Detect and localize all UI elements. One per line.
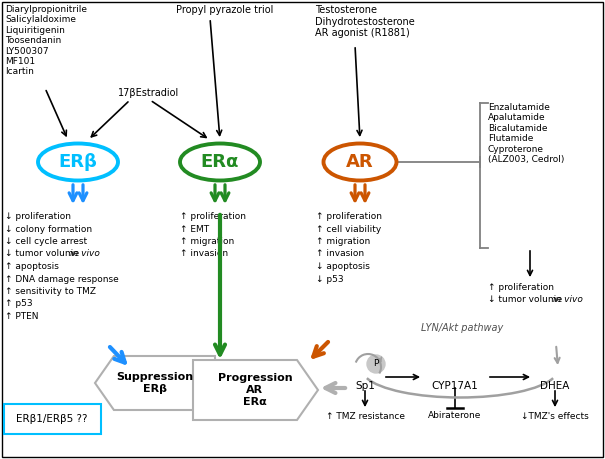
- Text: ERβ1/ERβ5 ??: ERβ1/ERβ5 ??: [16, 414, 88, 424]
- Text: ↓ tumor volume: ↓ tumor volume: [5, 250, 82, 258]
- Text: ↑ apoptosis: ↑ apoptosis: [5, 262, 59, 271]
- Text: ↑ migration: ↑ migration: [180, 237, 234, 246]
- Text: ↑ proliferation: ↑ proliferation: [316, 212, 382, 221]
- Text: ↑ proliferation: ↑ proliferation: [488, 283, 554, 292]
- Text: Testosterone
Dihydrotestosterone
AR agonist (R1881): Testosterone Dihydrotestosterone AR agon…: [315, 5, 415, 38]
- Text: ↓ proliferation: ↓ proliferation: [5, 212, 71, 221]
- Text: ↑ TMZ resistance: ↑ TMZ resistance: [325, 412, 405, 421]
- Text: ↑ cell viability: ↑ cell viability: [316, 224, 381, 234]
- Circle shape: [367, 355, 385, 373]
- Text: ↑ migration: ↑ migration: [316, 237, 370, 246]
- Text: Sp1: Sp1: [355, 381, 375, 391]
- Text: 17βEstradiol: 17βEstradiol: [118, 88, 179, 98]
- Text: in vivo: in vivo: [553, 295, 583, 304]
- Text: ↑ invasion: ↑ invasion: [316, 250, 364, 258]
- Polygon shape: [95, 356, 215, 410]
- Text: ↑ invasion: ↑ invasion: [180, 250, 228, 258]
- Text: DHEA: DHEA: [540, 381, 570, 391]
- Text: P: P: [373, 359, 379, 369]
- Polygon shape: [193, 360, 318, 420]
- Ellipse shape: [180, 144, 260, 180]
- Ellipse shape: [38, 144, 118, 180]
- Text: ↑ p53: ↑ p53: [5, 300, 33, 308]
- Text: Propyl pyrazole triol: Propyl pyrazole triol: [176, 5, 273, 15]
- Text: ↓ p53: ↓ p53: [316, 274, 344, 284]
- Text: ↓ colony formation: ↓ colony formation: [5, 224, 92, 234]
- Text: ↑ PTEN: ↑ PTEN: [5, 312, 39, 321]
- Text: ↓ tumor volume: ↓ tumor volume: [488, 295, 565, 304]
- Text: ↓ cell cycle arrest: ↓ cell cycle arrest: [5, 237, 87, 246]
- Text: ↑ DNA damage response: ↑ DNA damage response: [5, 274, 119, 284]
- Text: Abiraterone: Abiraterone: [428, 411, 482, 420]
- Text: ERα: ERα: [201, 153, 239, 171]
- Text: AR: AR: [346, 153, 374, 171]
- Text: ERβ: ERβ: [59, 153, 97, 171]
- Text: ↑ proliferation: ↑ proliferation: [180, 212, 246, 221]
- Text: Diarylpropionitrile
Salicylaldoxime
Liquiritigenin
Toosendanin
LY500307
MF101
Ic: Diarylpropionitrile Salicylaldoxime Liqu…: [5, 5, 87, 76]
- Text: in vivo: in vivo: [70, 250, 100, 258]
- FancyBboxPatch shape: [4, 404, 101, 434]
- Text: ↓ apoptosis: ↓ apoptosis: [316, 262, 370, 271]
- Text: Suppression
ERβ: Suppression ERβ: [116, 372, 194, 394]
- Text: ↑ EMT: ↑ EMT: [180, 224, 209, 234]
- Text: Progression
AR
ERα: Progression AR ERα: [218, 374, 292, 407]
- Ellipse shape: [324, 144, 396, 180]
- Text: Enzalutamide
Apalutamide
Bicalutamide
Flutamide
Cyproterone
(ALZ003, Cedrol): Enzalutamide Apalutamide Bicalutamide Fl…: [488, 103, 564, 164]
- Text: LYN/Akt pathway: LYN/Akt pathway: [421, 323, 503, 333]
- Text: ↓TMZ's effects: ↓TMZ's effects: [521, 412, 589, 421]
- Text: ↑ sensitivity to TMZ: ↑ sensitivity to TMZ: [5, 287, 96, 296]
- Text: CYP17A1: CYP17A1: [431, 381, 479, 391]
